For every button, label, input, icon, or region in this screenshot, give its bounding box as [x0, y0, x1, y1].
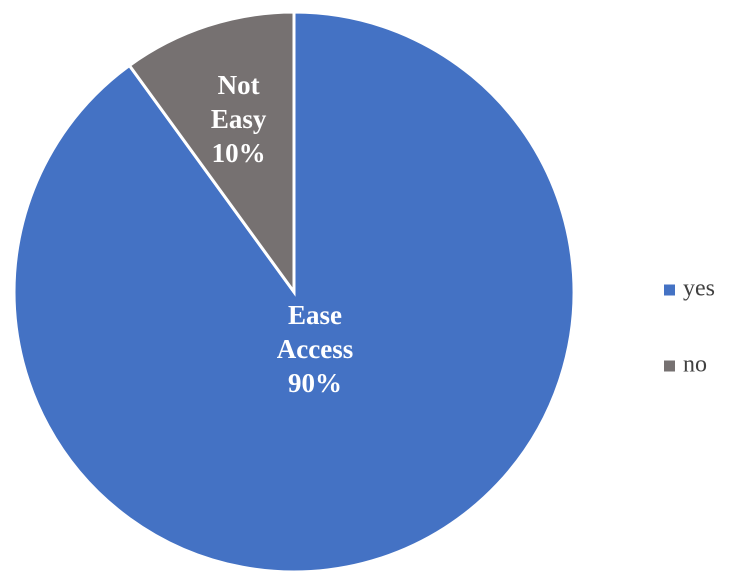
slice-label-line: Ease — [288, 300, 342, 330]
legend-swatch — [664, 284, 675, 296]
legend-item-yes: yes — [664, 276, 715, 302]
slice-label-line: Easy — [211, 104, 267, 134]
legend-swatch — [664, 360, 675, 372]
legend-label: no — [683, 352, 707, 378]
legend-label: yes — [683, 276, 715, 302]
slice-labels: Ease Access 90% Not Easy 10% — [211, 70, 353, 398]
pie-slice-no — [127, 10, 296, 297]
legend-item-no: no — [664, 352, 707, 378]
slice-label-line: 90% — [288, 368, 342, 398]
slice-label-line: Access — [277, 334, 353, 364]
pie-slice-yes — [12, 10, 576, 572]
slice-label-line: Not — [218, 70, 260, 100]
slices-layer — [12, 10, 576, 572]
slice-label-no: Not Easy 10% — [211, 70, 267, 168]
legend: yes no — [664, 276, 715, 378]
slice-label-line: 10% — [212, 138, 266, 168]
slice-label-yes: Ease Access 90% — [277, 300, 353, 398]
